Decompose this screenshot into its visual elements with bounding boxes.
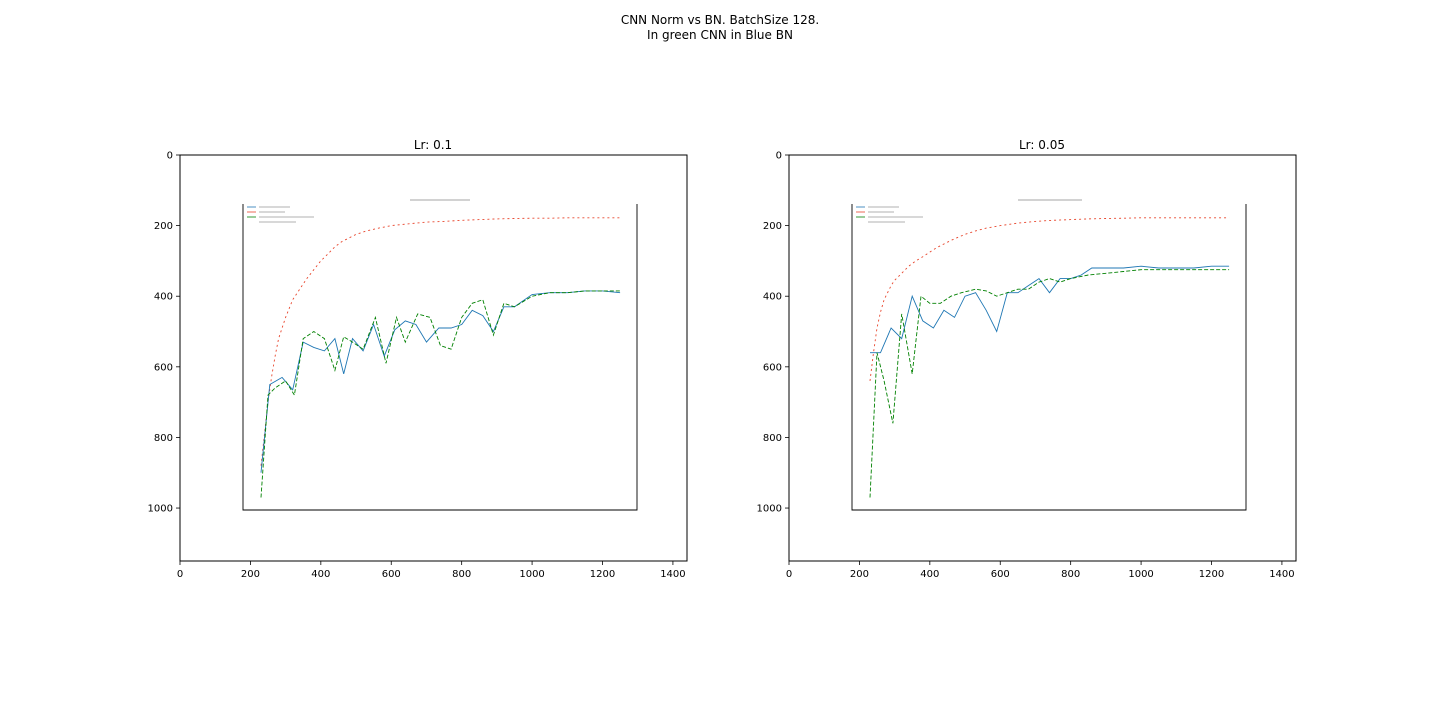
- inner-image-background-left: [180, 155, 687, 561]
- subplot-title-right: Lr: 0.05: [1019, 138, 1065, 152]
- inner-image-axes-right: [851, 204, 1247, 511]
- series-line-right-1: [869, 217, 1230, 381]
- x-tick-label-right: 800: [1061, 569, 1080, 580]
- y-tick-label-left: 0: [167, 151, 173, 162]
- x-tick-label-left: 1200: [590, 569, 615, 580]
- y-tick-label-right: 0: [776, 151, 782, 162]
- subplot-title-left: Lr: 0.1: [414, 138, 452, 152]
- x-ticks-left: 0 200 400 600 800 1000 1200 1400: [177, 561, 686, 580]
- subplot-right: Lr: 0.05 0 200 400 600 800 1000 1200 1400 0 200 4…: [757, 138, 1297, 580]
- x-tick-label-right: 1400: [1269, 569, 1294, 580]
- x-tick-label-left: 200: [241, 569, 260, 580]
- figure-suptitle-line1: CNN Norm vs BN. BatchSize 128.: [621, 13, 819, 27]
- x-tick-label-right: 1000: [1128, 569, 1153, 580]
- inner-image-legend-left: [247, 206, 314, 223]
- x-ticks-right: 0 200 400 600 800 1000 1200 1400: [786, 561, 1295, 580]
- y-tick-label-right: 400: [763, 292, 782, 303]
- y-tick-label-left: 600: [154, 362, 173, 373]
- x-tick-label-left: 1400: [660, 569, 685, 580]
- x-tick-label-right: 1200: [1199, 569, 1224, 580]
- y-ticks-left: 0 200 400 600 800 1000: [148, 151, 180, 515]
- series-line-left-1: [260, 217, 621, 466]
- inner-image-background-right: [789, 155, 1296, 561]
- subplot-left: Lr: 0.1 0 200 400 600 800 1000 1200 1400 0 200 40…: [148, 138, 688, 580]
- y-tick-label-right: 800: [763, 433, 782, 444]
- x-tick-label-right: 600: [991, 569, 1010, 580]
- x-tick-label-right: 400: [920, 569, 939, 580]
- plot-lines-left: [260, 217, 621, 498]
- x-tick-label-left: 1000: [519, 569, 544, 580]
- x-tick-label-left: 600: [382, 569, 401, 580]
- inner-image-axes-left: [242, 204, 638, 511]
- y-tick-label-right: 1000: [757, 504, 782, 515]
- figure-suptitle-line2: In green CNN in Blue BN: [647, 28, 793, 42]
- series-line-left-3: [260, 290, 621, 498]
- plot-lines-right: [869, 217, 1230, 498]
- y-tick-label-left: 1000: [148, 504, 173, 515]
- x-tick-label-left: 400: [311, 569, 330, 580]
- inner-image-right: [789, 155, 1296, 561]
- y-tick-label-left: 400: [154, 292, 173, 303]
- inner-image-left: [180, 155, 687, 561]
- series-line-left-2: [260, 290, 621, 473]
- y-tick-label-right: 600: [763, 362, 782, 373]
- inner-image-legend-right: [856, 206, 923, 223]
- x-tick-label-right: 0: [786, 569, 792, 580]
- y-tick-label-left: 800: [154, 433, 173, 444]
- series-line-right-3: [869, 269, 1230, 498]
- x-tick-label-left: 800: [452, 569, 471, 580]
- x-tick-label-left: 0: [177, 569, 183, 580]
- y-ticks-right: 0 200 400 600 800 1000: [757, 151, 789, 515]
- x-tick-label-right: 200: [850, 569, 869, 580]
- y-tick-label-right: 200: [763, 221, 782, 232]
- y-tick-label-left: 200: [154, 221, 173, 232]
